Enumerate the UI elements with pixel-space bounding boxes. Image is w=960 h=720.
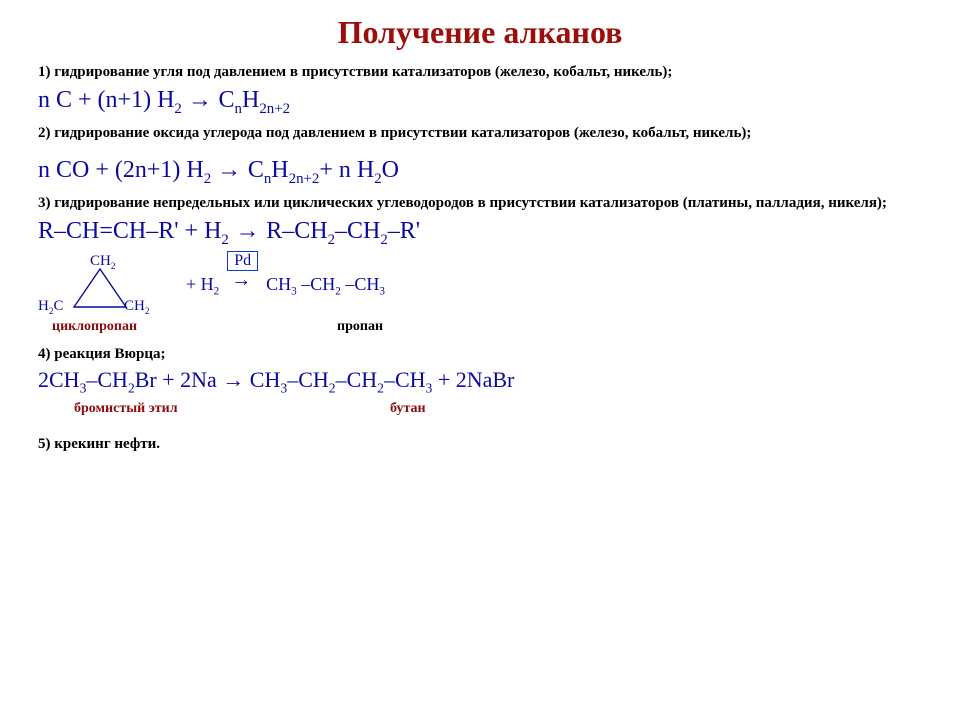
eq2-rhs-b: H: [271, 157, 288, 183]
eq3-b: R–CH: [266, 218, 327, 244]
eq3-s2: 2: [328, 232, 335, 248]
item-5: 5) крекинг нефти.: [38, 435, 922, 454]
label-cyclopropane: циклопропан: [52, 319, 137, 335]
cyclopropane-structure: CH2 H2C CH2: [38, 255, 168, 317]
eq2-rhs-a: C: [248, 157, 264, 183]
eq2-lhs: n CO + (2n+1) H: [38, 157, 204, 183]
cyclopropane-reaction: CH2 H2C CH2 + H2 Pd → CH3 –CH2 –CH3: [38, 255, 922, 317]
eq3-c: –CH: [335, 218, 380, 244]
cyclo-product: CH3 –CH2 –CH3: [266, 274, 385, 298]
cyclo-plus-sub: 2: [214, 285, 220, 297]
arrow-with-catalyst: Pd →: [225, 263, 260, 308]
equation-3: R–CH=CH–R' + H2 → R–CH2–CH2–R': [38, 217, 922, 249]
eq1-lhs: n C + (n+1) H: [38, 87, 174, 113]
eq1-rhs-b: H: [242, 87, 259, 113]
triangle-icon: [70, 267, 130, 309]
eq3-d: –R': [388, 218, 420, 244]
cyclo-plus: + H: [186, 274, 214, 294]
label-propane: пропан: [337, 319, 383, 335]
cyclo-equation: + H2 Pd → CH3 –CH2 –CH3: [186, 263, 385, 308]
eq2-tail: O: [382, 157, 399, 183]
label-butane: бутан: [390, 401, 426, 417]
item-2: 2) гидрирование оксида углерода под давл…: [38, 124, 922, 143]
eq2-arrow: →: [217, 156, 248, 183]
eq2-plus: + n H: [319, 157, 374, 183]
item-3: 3) гидрирование непредельных или цикличе…: [38, 194, 922, 213]
eq2-sub1: 2: [204, 171, 211, 187]
equation-1: n C + (n+1) H2 → CnH2n+2: [38, 86, 922, 118]
cyclo-bottom-left: H2C: [38, 298, 64, 317]
eq1-rsub2: 2n+2: [259, 101, 290, 117]
eq3-s3: 2: [380, 232, 387, 248]
item-1: 1) гидрирование угля под давлением в при…: [38, 63, 922, 82]
equation-2: n CO + (2n+1) H2 → CnH2n+2+ n H2O: [38, 156, 922, 188]
label-ethyl-bromide: бромистый этил: [38, 401, 390, 417]
eq3-a: R–CH=CH–R' + H: [38, 218, 221, 244]
eq2-sub3: 2: [374, 171, 381, 187]
eq3-arrow: →: [229, 217, 266, 244]
eq1-arrow: →: [188, 86, 219, 113]
eq1-rsub1: n: [235, 101, 242, 117]
eq2-rsub2: 2n+2: [289, 171, 320, 187]
eq3-s1: 2: [221, 232, 228, 248]
cyclo-arrow: →: [231, 269, 251, 291]
cyclo-labels: циклопропан пропан: [38, 319, 922, 335]
eq1-rhs-a: C: [219, 87, 235, 113]
page-title: Получение алканов: [38, 14, 922, 51]
eq4-a: 2CH: [38, 367, 80, 392]
wurtz-labels: бромистый этил бутан: [38, 401, 922, 417]
item-4: 4) реакция Вюрца;: [38, 345, 922, 364]
equation-4: 2CH3–CH2Br + 2Na → CH3–CH2–CH2–CH3 + 2Na…: [38, 367, 922, 396]
eq1-sub1: 2: [174, 101, 181, 117]
